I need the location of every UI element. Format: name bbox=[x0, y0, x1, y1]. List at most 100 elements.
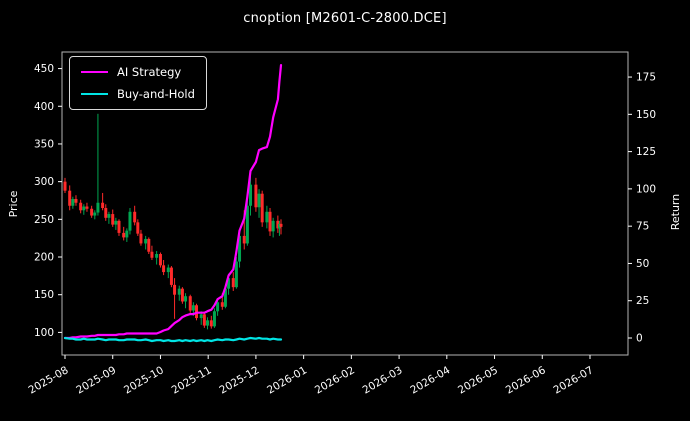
x-tick-label: 2025-11 bbox=[170, 364, 214, 396]
price-axis: 100 150 200 250 300 350 400 450 bbox=[34, 63, 62, 339]
candle-body bbox=[238, 235, 242, 262]
candle-body bbox=[74, 198, 78, 203]
return-tick-label: 125 bbox=[636, 146, 656, 158]
series-line-buy-and-hold bbox=[63, 336, 283, 343]
candle-body bbox=[150, 251, 154, 258]
x-tick-label: 2025-09 bbox=[74, 364, 118, 396]
x-tick-label: 2026-05 bbox=[456, 364, 500, 396]
x-tick-label: 2026-06 bbox=[504, 364, 548, 396]
ai-strategy-line-swatch bbox=[81, 71, 108, 73]
candle-body bbox=[71, 198, 75, 206]
return-tick-label: 100 bbox=[636, 183, 656, 195]
legend: AI Strategy Buy-and-Hold bbox=[69, 56, 207, 110]
candle-body bbox=[245, 205, 249, 244]
x-tick-label: 2025-10 bbox=[122, 364, 166, 396]
legend-label-ai-strategy: AI Strategy bbox=[117, 65, 182, 79]
candle-body bbox=[220, 302, 224, 307]
candle-body bbox=[234, 261, 238, 288]
candle-body bbox=[85, 206, 89, 209]
return-axis: 0 25 50 75 100 125 150 175 bbox=[628, 72, 656, 345]
candle-body bbox=[180, 288, 184, 302]
x-tick-label: 2026-07 bbox=[552, 364, 596, 396]
candle-body bbox=[271, 220, 275, 232]
candle-body bbox=[265, 211, 269, 223]
candle-body bbox=[277, 223, 281, 229]
candle-body bbox=[117, 220, 121, 233]
candle-body bbox=[96, 202, 100, 213]
candle-body bbox=[279, 223, 283, 227]
buy-and-hold-line-swatch bbox=[81, 93, 108, 95]
candle-body bbox=[212, 311, 216, 327]
candle-body bbox=[147, 238, 151, 252]
candle-body bbox=[90, 208, 94, 216]
candle-body bbox=[68, 190, 72, 206]
return-tick-label: 0 bbox=[636, 333, 643, 345]
candle-body bbox=[122, 232, 126, 238]
candlesticks bbox=[63, 113, 283, 330]
candle-body bbox=[227, 278, 231, 289]
candle-body bbox=[79, 202, 83, 211]
price-tick-label: 250 bbox=[34, 214, 54, 226]
candle-body bbox=[216, 302, 220, 312]
y-axis-label-return: Return bbox=[669, 193, 682, 231]
candle-body bbox=[209, 320, 213, 327]
x-tick-label: 2026-04 bbox=[408, 364, 452, 396]
return-tick-label: 75 bbox=[636, 221, 649, 233]
candle-body bbox=[205, 320, 209, 326]
candle-body bbox=[155, 254, 159, 258]
candle-body bbox=[166, 267, 170, 273]
x-tick-label: 2025-12 bbox=[217, 364, 261, 396]
legend-item-ai-strategy: AI Strategy bbox=[81, 65, 195, 79]
price-tick-label: 100 bbox=[34, 327, 54, 339]
candle-body bbox=[223, 288, 227, 307]
candle-body bbox=[104, 208, 108, 218]
series-line-ai-strategy bbox=[63, 63, 283, 340]
candle-body bbox=[177, 288, 181, 295]
candle-body bbox=[184, 296, 188, 302]
candle-body bbox=[276, 220, 280, 229]
plot-frame bbox=[61, 51, 629, 356]
candle-body bbox=[111, 214, 115, 225]
candle-body bbox=[199, 314, 203, 319]
candle-body bbox=[242, 235, 246, 244]
candle-body bbox=[63, 181, 67, 191]
return-tick-label: 175 bbox=[636, 72, 656, 84]
price-tick-label: 300 bbox=[34, 176, 54, 188]
price-tick-label: 150 bbox=[34, 289, 54, 301]
candle-body bbox=[162, 265, 166, 273]
candle-body bbox=[144, 238, 148, 244]
candle-body bbox=[231, 278, 235, 288]
candle-body bbox=[257, 193, 261, 208]
candle-body bbox=[254, 184, 258, 208]
x-tick-label: 2026-02 bbox=[313, 364, 357, 396]
candle-body bbox=[191, 305, 195, 311]
candle-body bbox=[93, 212, 97, 216]
return-tick-label: 150 bbox=[636, 109, 656, 121]
price-tick-label: 400 bbox=[34, 101, 54, 113]
candle-body bbox=[188, 296, 192, 311]
price-tick-label: 450 bbox=[34, 63, 54, 75]
candle-body bbox=[136, 222, 140, 234]
candle-body bbox=[268, 211, 272, 232]
legend-label-buy-and-hold: Buy-and-Hold bbox=[117, 87, 195, 101]
candle-body bbox=[133, 211, 137, 223]
candle-body bbox=[173, 284, 177, 295]
return-tick-label: 50 bbox=[636, 258, 649, 270]
candle-body bbox=[249, 184, 253, 206]
return-tick-label: 25 bbox=[636, 295, 649, 307]
candle-body bbox=[125, 230, 129, 238]
x-tick-label: 2026-01 bbox=[265, 364, 309, 396]
x-axis: 2025-08 2025-09 2025-10 2025-11 2025-12 2026-… bbox=[27, 355, 596, 397]
legend-item-buy-and-hold: Buy-and-Hold bbox=[81, 87, 195, 101]
candle-body bbox=[260, 193, 264, 223]
candle-body bbox=[128, 211, 132, 231]
candle-body bbox=[139, 233, 143, 244]
candle-body bbox=[101, 202, 105, 209]
price-tick-label: 200 bbox=[34, 252, 54, 264]
y-axis-label-price: Price bbox=[7, 190, 20, 218]
candle-body bbox=[169, 267, 173, 285]
candle-body bbox=[114, 220, 118, 225]
candle-body bbox=[82, 206, 86, 211]
